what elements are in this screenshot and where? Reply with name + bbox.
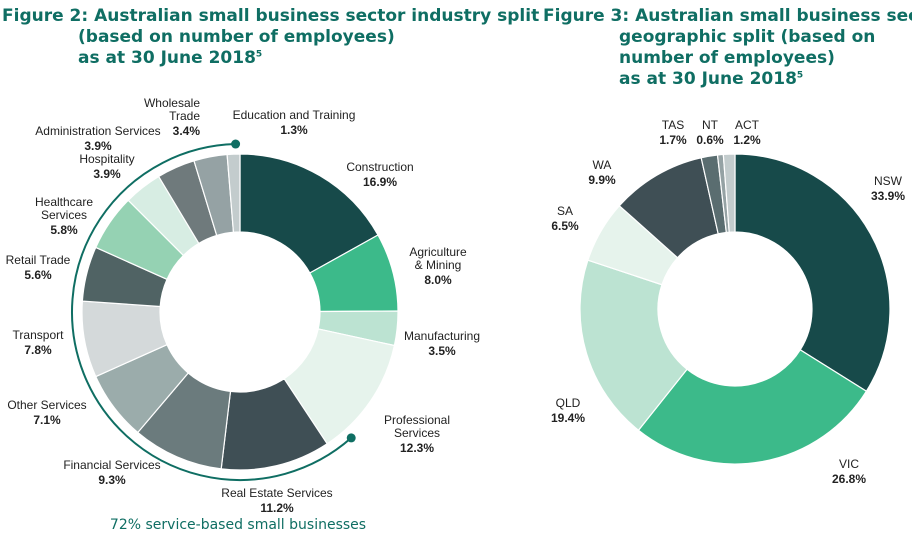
slice-nsw: [734, 153, 891, 393]
slice-value: 9.9%: [588, 173, 616, 187]
figure-3-title: Figure 3: Australian small business sect…: [543, 6, 912, 90]
figure-3-title-date: as at 30 June 2018: [619, 69, 797, 89]
slice-label-vic: VIC 26.8%: [832, 457, 866, 486]
service-based-annotation: 72% service-based small businesses: [109, 517, 367, 533]
slice-label-text: SA: [557, 204, 573, 218]
figure-3-title-line-2: geographic split (based on: [619, 27, 876, 47]
slice-label-text: Services: [41, 208, 87, 222]
slice-label-education-and-training: Education and Training 1.3%: [233, 108, 356, 137]
slice-label-text: Education and Training: [233, 108, 356, 122]
slice-label-text: Trade: [169, 109, 200, 123]
figure-3-title-line-3: number of employees): [619, 48, 835, 68]
figure-2-title-date: as at 30 June 2018: [78, 48, 256, 68]
slice-label-tas: TAS 1.7%: [659, 118, 687, 147]
slice-label-agriculture-and-mining: Agriculture & Mining 8.0%: [409, 245, 467, 287]
slice-label-text: Transport: [13, 328, 65, 342]
slice-label-text: Administration Services: [35, 124, 160, 138]
slice-value: 3.9%: [84, 139, 112, 153]
slice-education-and-training: [226, 153, 241, 233]
figure-3-title-line-1: Figure 3: Australian small business sect…: [543, 6, 912, 26]
slice-label-text: NT: [702, 118, 719, 132]
slice-label-text: Professional: [384, 413, 450, 427]
figure-2-title: Figure 2: Australian small business sect…: [2, 6, 539, 69]
slice-label-text: WA: [593, 158, 612, 172]
slice-value: 6.5%: [551, 219, 579, 233]
slice-label-text: & Mining: [415, 258, 462, 272]
slice-value: 7.8%: [24, 343, 52, 357]
slice-value: 3.4%: [173, 124, 201, 138]
slice-value: 8.0%: [424, 273, 452, 287]
slice-label-text: Manufacturing: [404, 329, 480, 343]
slice-value: 16.9%: [363, 175, 397, 189]
figure-3-title-line-4: as at 30 June 20185: [543, 69, 912, 90]
slice-label-text: Financial Services: [63, 458, 160, 472]
slice-label-text: Real Estate Services: [221, 486, 332, 500]
slice-label-qld: QLD 19.4%: [551, 396, 585, 425]
figure-2-title-line-1: Figure 2: Australian small business sect…: [2, 6, 540, 26]
slice-label-text: Construction: [346, 160, 413, 174]
slice-label-text: TAS: [662, 118, 684, 132]
slice-label-text: QLD: [556, 396, 581, 410]
slice-label-other-services: Other Services 7.1%: [7, 398, 86, 427]
slice-label-administration-services: Administration Services 3.9%: [35, 124, 160, 153]
slice-label-manufacturing: Manufacturing 3.5%: [404, 329, 480, 358]
slice-label-text: Agriculture: [409, 245, 467, 259]
slice-label-wa: WA 9.9%: [588, 158, 616, 187]
figure-2-title-line-2: (based on number of employees): [78, 27, 395, 47]
slice-label-text: Services: [394, 426, 440, 440]
service-bracket-start-dot: [231, 139, 241, 149]
donut-3: NSW 33.9%VIC 26.8%QLD 19.4%SA 6.5%WA 9.9%TAS 1…: [551, 118, 905, 486]
slice-label-text: Retail Trade: [6, 253, 71, 267]
slice-vic: [637, 349, 868, 465]
slice-value: 5.6%: [24, 268, 52, 282]
slice-label-text: Hospitality: [79, 152, 134, 166]
slice-value: 3.5%: [428, 344, 456, 358]
slice-label-nsw: NSW 33.9%: [871, 174, 905, 203]
slice-label-hospitality: Hospitality 3.9%: [79, 152, 134, 181]
slice-value: 12.3%: [400, 441, 434, 455]
figure-2-title-line-3: as at 30 June 20185: [2, 48, 539, 69]
service-bracket-end-dot: [346, 433, 356, 443]
figure-3-footnote-ref: 5: [796, 70, 804, 81]
slice-label-real-estate-services: Real Estate Services 11.2%: [221, 486, 332, 515]
slice-value: 7.1%: [33, 413, 61, 427]
slice-label-sa: SA 6.5%: [551, 204, 579, 233]
slice-value: 0.6%: [696, 133, 724, 147]
slice-label-text: VIC: [839, 457, 859, 471]
slice-value: 1.3%: [280, 123, 308, 137]
slice-label-retail-trade: Retail Trade 5.6%: [6, 253, 71, 282]
slice-value: 1.7%: [659, 133, 687, 147]
figure-2-footnote-ref: 5: [255, 49, 263, 60]
slice-label-transport: Transport 7.8%: [13, 328, 65, 357]
service-bracket-arc: [71, 143, 352, 481]
slice-label-healthcare-services: Healthcare Services 5.8%: [35, 195, 93, 237]
slice-value: 3.9%: [93, 167, 121, 181]
slice-construction: [239, 153, 379, 274]
slice-label-act: ACT 1.2%: [733, 118, 761, 147]
slice-value: 1.2%: [733, 133, 761, 147]
slice-act: [722, 153, 736, 233]
slice-label-text: Healthcare: [35, 195, 93, 209]
slice-value: 26.8%: [832, 472, 866, 486]
slice-label-text: Wholesale: [144, 96, 200, 110]
slice-value: 19.4%: [551, 411, 585, 425]
slice-label-nt: NT 0.6%: [696, 118, 724, 147]
slice-label-construction: Construction 16.9%: [346, 160, 413, 189]
slice-value: 9.3%: [98, 473, 126, 487]
slice-qld: [579, 259, 688, 432]
slice-value: 33.9%: [871, 189, 905, 203]
slice-label-text: Other Services: [7, 398, 86, 412]
slice-label-wholesale-trade: Wholesale Trade 3.4%: [144, 96, 200, 138]
donut-2: Construction 16.9% Agriculture & Mining 8.0%…: [6, 96, 480, 515]
slice-value: 5.8%: [50, 223, 78, 237]
slice-value: 11.2%: [260, 501, 294, 515]
slice-label-professional-services: Professional Services 12.3%: [384, 413, 450, 455]
slice-label-text: NSW: [874, 174, 903, 188]
slice-label-text: ACT: [735, 118, 760, 132]
slice-label-financial-services: Financial Services 9.3%: [63, 458, 160, 487]
